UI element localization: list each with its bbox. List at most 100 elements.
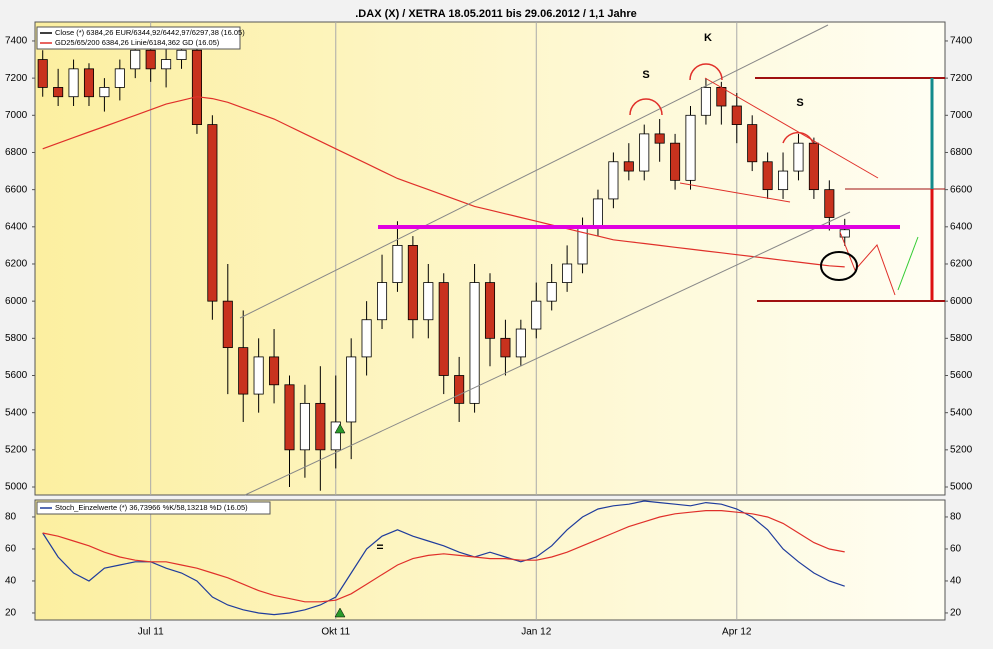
candle-body [130, 49, 141, 70]
candle-body [562, 263, 573, 283]
y-tick-label: 7000 [950, 110, 973, 121]
x-tick-label: Apr 12 [722, 627, 752, 638]
y-tick-label: 6400 [5, 221, 28, 232]
candle-body [161, 59, 172, 70]
candle-body [361, 319, 372, 358]
pattern-label: K [704, 32, 712, 44]
candle-body [330, 421, 341, 451]
y-tick-label: 6000 [950, 296, 973, 307]
y-tick-label: 7200 [950, 73, 973, 84]
candle-body [299, 402, 310, 451]
series-line [42, 500, 845, 616]
trend-line [704, 77, 879, 179]
candle-body [531, 300, 542, 330]
signal-label: = [376, 540, 383, 554]
x-tick-label: Jan 12 [521, 627, 551, 638]
candle-body [99, 87, 110, 98]
candle-body [392, 244, 403, 283]
y-tick-label: 6200 [5, 259, 28, 270]
y-tick-label: 5200 [5, 444, 28, 455]
y-tick-label: 5800 [950, 333, 973, 344]
signal-marker [334, 423, 346, 434]
candle-body [747, 124, 758, 163]
y-tick-label: 5000 [950, 482, 973, 493]
y-tick-label: 6800 [5, 147, 28, 158]
candle-body [762, 161, 773, 191]
candle-body [207, 124, 218, 302]
series-line [42, 510, 845, 603]
y-tick-label: 5600 [950, 370, 973, 381]
candle-body [53, 87, 64, 98]
candle-body [654, 133, 665, 144]
candle-body [145, 49, 156, 70]
pattern-label: S [642, 69, 649, 81]
y-tick-label: 6400 [950, 221, 973, 232]
channel-line [244, 211, 851, 496]
y-tick-label: 7000 [5, 110, 28, 121]
candle-body [423, 282, 434, 321]
y-tick-label: 6600 [950, 184, 973, 195]
y-tick-label: 60 [5, 544, 17, 555]
candle-body [191, 49, 202, 125]
y-tick-label: 20 [5, 608, 17, 619]
y-tick-label: 7400 [5, 36, 28, 47]
neckline [679, 182, 791, 203]
candle-body [438, 282, 449, 376]
candle-body [731, 105, 742, 125]
stoch-panel [34, 499, 946, 621]
candle-body [176, 49, 187, 60]
candle-body [623, 161, 634, 172]
y-tick-label: 5000 [5, 482, 28, 493]
y-tick-label: 6800 [950, 147, 973, 158]
candle-body [824, 189, 835, 218]
candle-body [546, 282, 557, 302]
candle-body [716, 87, 727, 107]
candle-body [37, 59, 48, 88]
x-tick-label: Okt 11 [321, 627, 350, 638]
candle-body [377, 282, 388, 321]
candle-body [500, 337, 511, 358]
candle-body [639, 133, 650, 172]
pattern-label: S [796, 97, 803, 109]
candle-body [83, 68, 95, 98]
projection [897, 236, 919, 291]
candle-body [469, 282, 480, 404]
y-tick-label: 40 [5, 576, 17, 587]
candle-body [346, 356, 357, 423]
x-tick-label: Jul 11 [138, 627, 164, 638]
candle-body [68, 68, 79, 98]
candle-body [253, 356, 264, 395]
y-tick-label: 5600 [5, 370, 28, 381]
arc [782, 131, 814, 144]
candle-body [269, 356, 280, 386]
candle-body [315, 402, 326, 451]
y-tick-label: 80 [950, 512, 962, 523]
candle-body [685, 114, 696, 181]
y-tick-label: 60 [950, 544, 962, 555]
legend-label: GD25/65/200 6384,26 Linie/6184,362 GD (1… [55, 38, 220, 47]
candle-body [608, 161, 619, 200]
chart-title: .DAX (X) / XETRA 18.05.2011 bis 29.06.20… [355, 8, 636, 20]
series-line [42, 96, 845, 268]
y-tick-label: 5200 [950, 444, 973, 455]
signal-marker [334, 607, 346, 618]
y-tick-label: 6200 [950, 259, 973, 270]
candle-body [114, 68, 125, 88]
candle-body [670, 142, 681, 181]
y-tick-label: 40 [950, 576, 962, 587]
candle-body [454, 375, 465, 404]
y-tick-label: 5400 [950, 407, 973, 418]
candle-body [778, 170, 789, 191]
candle-body [284, 384, 295, 451]
channel-line [239, 24, 829, 319]
candle-body [592, 198, 603, 228]
y-tick-label: 7200 [5, 73, 28, 84]
candle-body [793, 142, 804, 172]
legend [36, 501, 271, 515]
candle-body [700, 87, 711, 116]
candle-body [515, 328, 526, 358]
legend-label: Stoch_Einzelwerte (*) 36,73966 %K/58,132… [55, 503, 248, 512]
candle-body [808, 142, 819, 191]
legend-label: Close (*) 6384,26 EUR/6344,92/6442,97/62… [55, 28, 245, 37]
